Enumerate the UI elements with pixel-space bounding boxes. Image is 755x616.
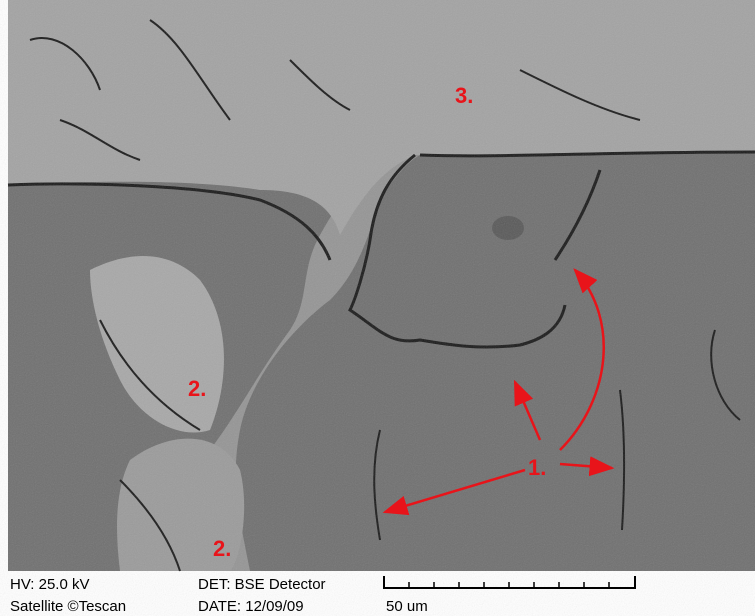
label-3: 3. — [455, 83, 473, 108]
vendor: Satellite ©Tescan — [10, 598, 126, 615]
label-1: 1. — [528, 455, 546, 480]
sem-image: 3. 2. 2. 1. — [8, 0, 755, 571]
info-bar: HV: 25.0 kV Satellite ©Tescan DET: BSE D… — [10, 576, 635, 615]
label-2b: 2. — [213, 536, 231, 561]
label-2a: 2. — [188, 376, 206, 401]
micrograph-page: 3. 2. 2. 1. HV: 25.0 kV Satellite ©Tesca… — [0, 0, 755, 616]
scale-label: 50 um — [386, 598, 428, 615]
scale-bar — [384, 576, 635, 589]
detector: DET: BSE Detector — [198, 576, 326, 593]
voltage: HV: 25.0 kV — [10, 576, 89, 593]
date: DATE: 12/09/09 — [198, 598, 304, 615]
